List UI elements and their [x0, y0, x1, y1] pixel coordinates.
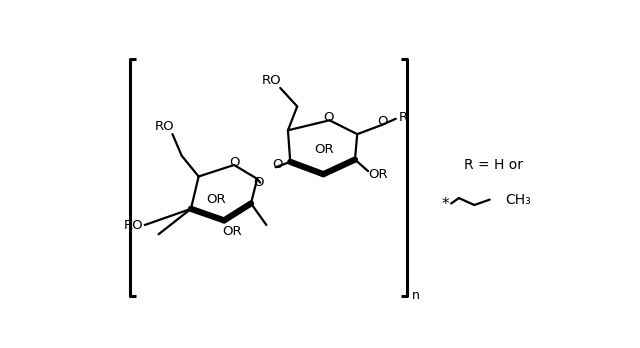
Text: RO: RO: [124, 219, 144, 231]
Text: O: O: [272, 158, 282, 172]
Text: O: O: [378, 115, 388, 128]
Text: O: O: [323, 111, 334, 124]
Text: OR: OR: [368, 168, 388, 181]
Text: O: O: [230, 156, 240, 169]
Text: R = H or: R = H or: [464, 158, 523, 172]
Text: RO: RO: [155, 120, 175, 133]
Text: OR: OR: [207, 193, 226, 206]
Text: R: R: [399, 111, 408, 125]
Text: n: n: [412, 288, 420, 302]
Text: O: O: [253, 176, 264, 189]
Text: OR: OR: [222, 226, 241, 238]
Text: RO: RO: [262, 74, 282, 87]
Text: OR: OR: [314, 143, 334, 156]
Text: *: *: [442, 198, 450, 213]
Text: CH₃: CH₃: [505, 193, 531, 207]
